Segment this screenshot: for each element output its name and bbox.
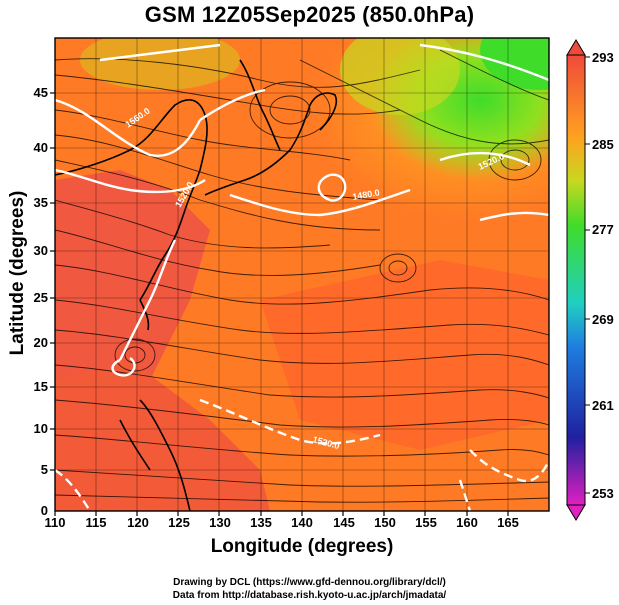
colorbar-tick-label: 269 bbox=[592, 312, 614, 327]
x-tick-label: 120 bbox=[127, 515, 149, 530]
x-tick-label: 145 bbox=[333, 515, 355, 530]
x-tick-label: 110 bbox=[44, 515, 66, 530]
x-tick-label: 130 bbox=[209, 515, 231, 530]
y-tick-label: 40 bbox=[33, 140, 48, 155]
colorbar bbox=[566, 39, 590, 521]
height-contours bbox=[55, 43, 549, 511]
y-tick-label: 30 bbox=[33, 243, 48, 258]
y-tick-label: 45 bbox=[33, 85, 48, 100]
credit-line-data: Data from http://database.rish.kyoto-u.a… bbox=[172, 590, 447, 601]
x-axis-label: Longitude (degrees) bbox=[210, 536, 394, 557]
y-tick-label: 0 bbox=[40, 503, 48, 518]
credits: Drawing by DCL (https://www.gfd-dennou.o… bbox=[0, 576, 619, 602]
axis-ticks bbox=[50, 92, 509, 516]
y-tick-label: 15 bbox=[33, 379, 48, 394]
y-tick-label: 5 bbox=[40, 462, 48, 477]
x-tick-label: 155 bbox=[415, 515, 437, 530]
colorbar-bottom-arrow bbox=[566, 504, 586, 521]
colorbar-top-arrow bbox=[566, 39, 586, 56]
x-tick-label: 140 bbox=[291, 515, 313, 530]
x-tick-label: 165 bbox=[497, 515, 519, 530]
x-tick-label: 125 bbox=[168, 515, 190, 530]
colorbar-tick-label: 285 bbox=[592, 137, 614, 152]
y-tick-label: 20 bbox=[33, 335, 48, 350]
colorbar-tick-label: 277 bbox=[592, 222, 614, 237]
x-tick-label: 135 bbox=[250, 515, 272, 530]
contour-label: 1480.0 bbox=[352, 187, 381, 202]
chart-title: GSM 12Z05Sep2025 (850.0hPa) bbox=[144, 2, 475, 27]
colorbar-tick-label: 253 bbox=[592, 486, 614, 501]
wind-streamlines bbox=[55, 49, 549, 503]
credit-line-drawing: Drawing by DCL (https://www.gfd-dennou.o… bbox=[173, 577, 446, 588]
coastlines bbox=[55, 59, 338, 511]
temperature-field bbox=[55, 38, 549, 511]
y-tick-label: 25 bbox=[33, 290, 48, 305]
colorbar-tick-label: 261 bbox=[592, 398, 614, 413]
x-tick-label: 115 bbox=[85, 515, 107, 530]
colorbar-tick-label: 293 bbox=[592, 50, 614, 65]
x-tick-label: 160 bbox=[456, 515, 478, 530]
x-tick-label: 150 bbox=[374, 515, 396, 530]
y-tick-label: 10 bbox=[33, 421, 48, 436]
y-tick-label: 35 bbox=[33, 195, 48, 210]
